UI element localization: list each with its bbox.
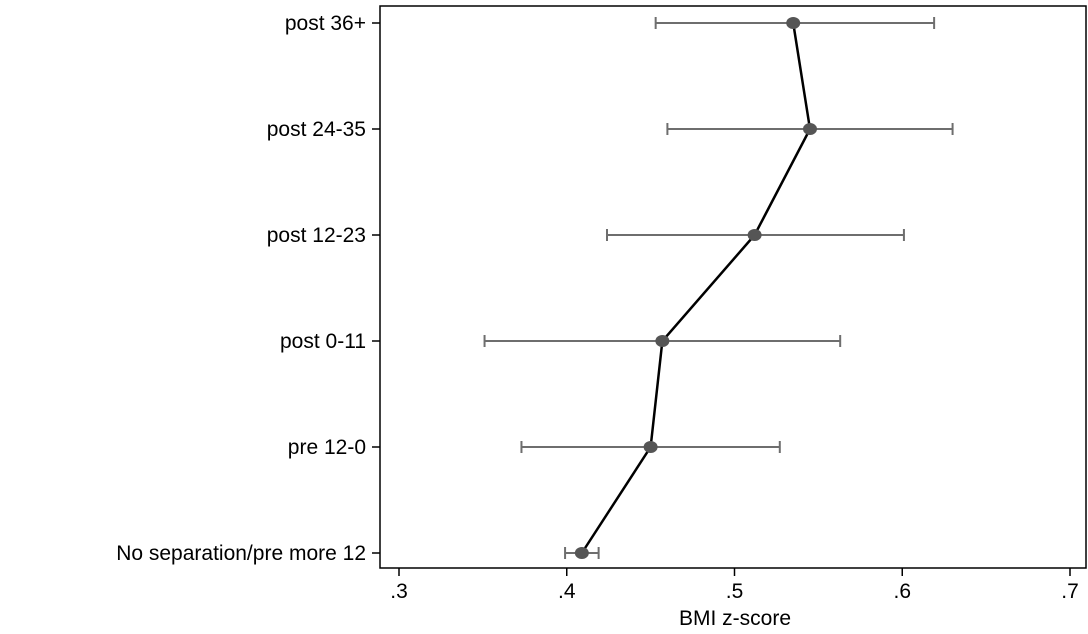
- category-label: post 36+: [285, 12, 366, 35]
- plot-frame: [379, 5, 1087, 569]
- estimate-connector-line: [580, 22, 812, 554]
- category-label: pre 12-0: [288, 436, 366, 459]
- estimate-point: [574, 547, 589, 559]
- y-axis: post 36+ post 24-35 post 12-23 post 0-11 pre…: [116, 12, 380, 565]
- category-label: post 24-35: [267, 118, 366, 141]
- x-tick-label: .5: [726, 580, 744, 603]
- estimate-point: [786, 17, 801, 29]
- x-axis-label: BMI z-score: [679, 607, 791, 630]
- estimate-point: [747, 229, 762, 241]
- category-label: post 12-23: [267, 224, 366, 247]
- error-bars: [483, 17, 954, 559]
- x-tick-label: .3: [390, 580, 408, 603]
- category-label: post 0-11: [280, 330, 366, 353]
- x-tick-label: .4: [558, 580, 576, 603]
- estimate-point: [643, 441, 658, 453]
- estimate-points: [574, 17, 817, 559]
- category-label: No separation/pre more 12: [116, 542, 366, 565]
- x-tick-label: .7: [1061, 580, 1079, 603]
- estimate-point: [802, 123, 817, 135]
- x-tick-label: .6: [893, 580, 911, 603]
- estimate-point: [655, 335, 670, 347]
- x-axis: .3 .4 .5 .6 .7: [390, 568, 1079, 603]
